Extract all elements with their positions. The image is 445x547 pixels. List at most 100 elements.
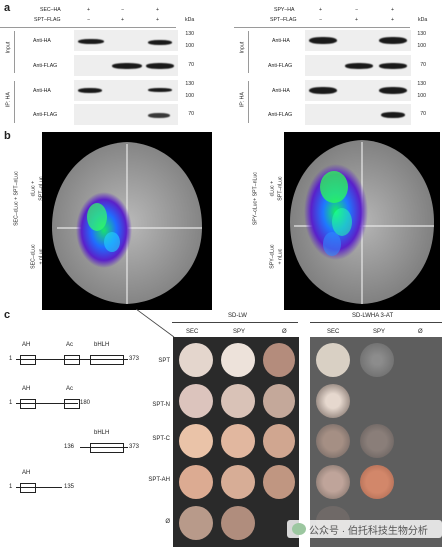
blot-strip xyxy=(305,80,411,101)
divider xyxy=(234,27,410,28)
row-antibody: Anti-HA xyxy=(33,38,51,44)
domain-box xyxy=(20,355,36,365)
yeast-spot xyxy=(263,465,295,499)
condition-value: + xyxy=(391,17,395,23)
bracket xyxy=(14,81,15,123)
domain-label: bHLH xyxy=(94,342,110,348)
domain-box xyxy=(90,355,124,365)
construct-start: 1 xyxy=(9,484,13,490)
yeast-spot xyxy=(179,506,213,540)
column-header: Ø xyxy=(282,329,287,335)
leaf-label: SPY–cLuc+ SPT–nLuc xyxy=(252,172,259,226)
leaf-label: SEC–cLuc xyxy=(30,244,37,269)
construct-end: 373 xyxy=(129,444,140,450)
marker: 100 xyxy=(185,93,194,99)
blot-strip xyxy=(74,80,178,101)
leaf-label: SPT–nLuc xyxy=(277,176,284,201)
media-underline xyxy=(310,322,442,323)
yeast-spot xyxy=(316,343,350,377)
condition-name: SEC–HA xyxy=(40,7,61,13)
leaf-label: SEC–cLuc + SPT–nLuc xyxy=(13,171,20,226)
domain-label: bHLH xyxy=(94,430,110,436)
construct-end: 180 xyxy=(80,400,91,406)
bracket xyxy=(14,31,15,73)
leaf-label: SPY–cLuc xyxy=(269,244,276,269)
marker: 130 xyxy=(417,81,426,87)
media-label: SD-LWHA 3-AT xyxy=(352,313,394,319)
yeast-spot xyxy=(179,465,213,499)
domain-box xyxy=(20,399,36,409)
row-label: SPT xyxy=(158,358,170,364)
wechat-icon xyxy=(292,523,306,535)
domain-label: AH xyxy=(22,386,31,392)
column-header: SPY xyxy=(233,329,246,335)
marker: 70 xyxy=(420,62,426,68)
marker: 100 xyxy=(185,43,194,49)
construct-end: 135 xyxy=(64,484,75,490)
condition-name: SPT–FLAG xyxy=(270,17,297,23)
leaf-label: cLuc + xyxy=(30,180,37,197)
marker: 100 xyxy=(417,43,426,49)
panel-c-label: c xyxy=(4,309,11,321)
construct-line xyxy=(80,447,128,448)
section-input: Input xyxy=(239,41,246,54)
marker: 100 xyxy=(417,93,426,99)
row-label: Ø xyxy=(165,519,170,525)
yeast-spot xyxy=(221,506,255,540)
leaf-label: cLuc + xyxy=(269,180,276,197)
yeast-spot xyxy=(263,424,295,458)
domain-label: Ac xyxy=(66,386,74,392)
media-label: SD-LW xyxy=(228,313,247,319)
watermark-text: 公众号 · 伯托科技生物分析 xyxy=(309,526,428,537)
construct-line xyxy=(16,359,128,360)
construct-start: 1 xyxy=(9,356,13,362)
construct-end: 373 xyxy=(129,356,140,362)
yeast-spot xyxy=(221,384,255,418)
condition-value: + xyxy=(355,17,359,23)
yeast-spot xyxy=(263,384,295,418)
marker: 70 xyxy=(188,111,194,117)
section-input: Input xyxy=(5,41,12,54)
domain-label: AH xyxy=(22,470,31,476)
watermark-bg xyxy=(287,520,442,538)
yeast-spot xyxy=(179,384,213,418)
row-antibody: Anti-FLAG xyxy=(268,112,293,118)
condition-name: SPT–FLAG xyxy=(34,17,61,23)
condition-value: − xyxy=(121,7,125,13)
row-antibody: Anti-HA xyxy=(272,88,290,94)
column-header: SEC xyxy=(186,329,199,335)
row-antibody: Anti-HA xyxy=(272,38,290,44)
bracket xyxy=(248,81,249,123)
row-antibody: Anti-HA xyxy=(33,88,51,94)
blot-strip xyxy=(74,30,178,51)
blot-strip xyxy=(305,30,411,51)
row-antibody: Anti-FLAG xyxy=(33,112,58,118)
marker: 130 xyxy=(185,81,194,87)
blot-strip xyxy=(74,55,178,76)
condition-value: + xyxy=(319,7,323,13)
bracket xyxy=(248,31,249,73)
condition-value: − xyxy=(87,17,91,23)
section-ip: IP: HA xyxy=(5,92,12,108)
marker: 130 xyxy=(417,31,426,37)
domain-label: Ac xyxy=(66,342,74,348)
media-underline xyxy=(172,322,298,323)
condition-value: − xyxy=(355,7,359,13)
condition-value: + xyxy=(156,7,160,13)
yeast-spot xyxy=(316,424,350,458)
marker: 130 xyxy=(185,31,194,37)
luciferase-leaf-image xyxy=(42,132,212,310)
column-header: Ø xyxy=(418,329,423,335)
kda-label: kDa xyxy=(185,17,195,23)
condition-value: + xyxy=(87,7,91,13)
condition-value: − xyxy=(319,17,323,23)
row-antibody: Anti-FLAG xyxy=(33,63,58,69)
yeast-spot xyxy=(316,384,350,418)
blot-strip xyxy=(305,55,411,76)
leaf-label: + nLuc xyxy=(277,248,284,265)
yeast-spot xyxy=(360,343,394,377)
yeast-spot xyxy=(360,424,394,458)
domain-box xyxy=(90,443,124,453)
column-header: SEC xyxy=(327,329,340,335)
construct-line xyxy=(16,487,62,488)
